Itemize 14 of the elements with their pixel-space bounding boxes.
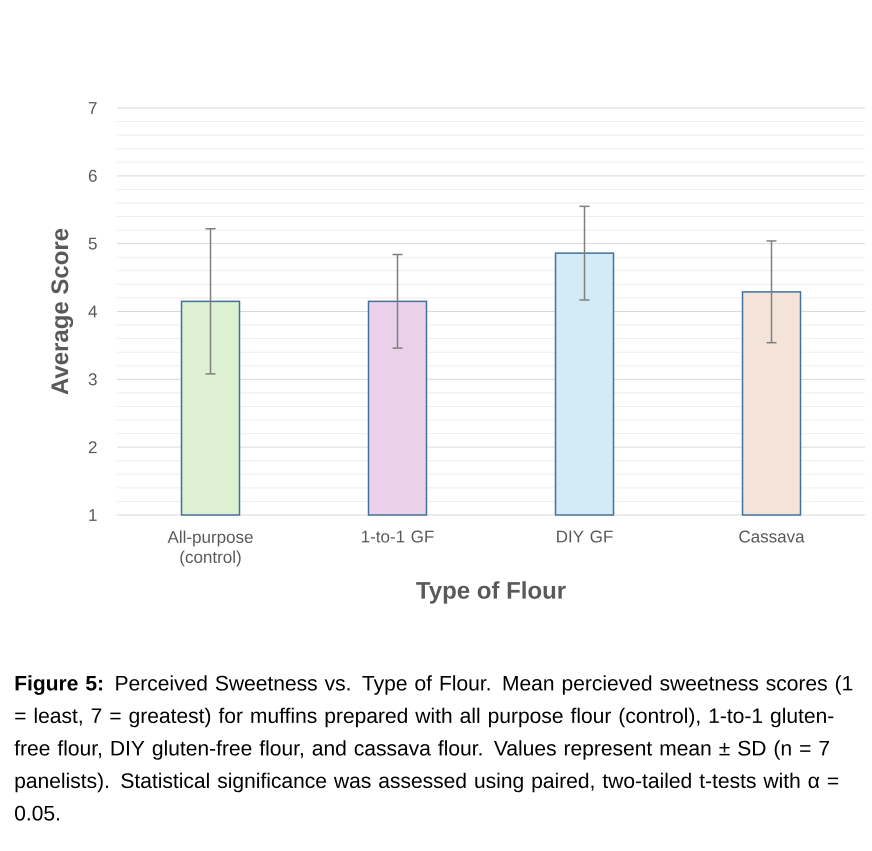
x-tick-label: 1-to-1 GF (362, 530, 434, 543)
x-axis-title: Type of Flour (416, 581, 566, 604)
y-tick-label: 4 (88, 306, 97, 318)
y-tick-label: 7 (88, 102, 97, 114)
x-tick-label: DIY GF (557, 530, 613, 543)
x-tick-label: Cassava (739, 530, 805, 543)
y-tick-label: 1 (89, 509, 97, 521)
y-tick-label: 5 (88, 238, 97, 250)
x-tick-label: All-purpose (control) (168, 530, 253, 566)
y-tick-label: 2 (88, 441, 97, 454)
y-tick-label: 3 (88, 373, 97, 386)
y-axis-title: Average Score (51, 228, 74, 394)
y-tick-label: 6 (88, 170, 97, 182)
text: Figure 5: Perceived Sweetness vs. Type of Flour. Mean percieved sweetness scores (1 = least, 7 = greatest) for muffins prepared with all purpose flour (control), 1-to-1 gluten-free flour, DIY gluten-free flour, and cassava flour. Values represent mean ± SD (n = 7 panelists). Statistical significance was assessed using paired, two-tailed t-tests with α = 0.05. (14, 675, 852, 821)
